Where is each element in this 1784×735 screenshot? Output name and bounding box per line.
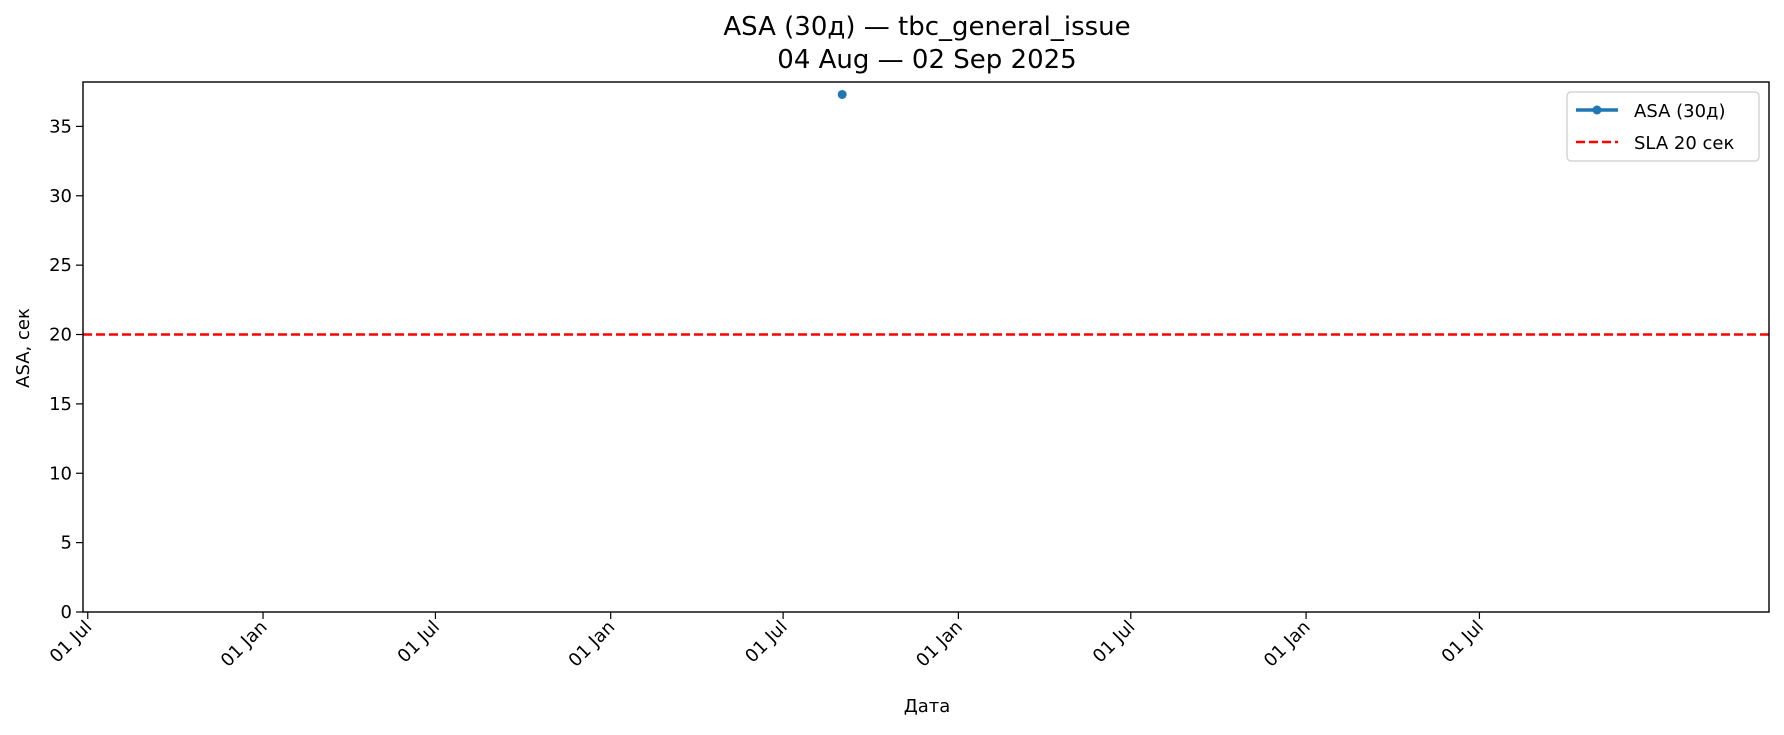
y-tick-label: 25 <box>49 255 72 276</box>
legend-marker-asa <box>1592 105 1602 115</box>
legend-label-sla: SLA 20 сек <box>1634 133 1734 154</box>
y-tick-label: 10 <box>49 463 72 484</box>
y-tick-label: 15 <box>49 394 72 415</box>
legend-label-asa: ASA (30д) <box>1634 101 1726 122</box>
plot-frame <box>82 81 1770 613</box>
y-tick-label: 5 <box>61 533 72 554</box>
y-axis: 0 5 10 15 20 25 30 35 <box>49 116 83 623</box>
y-tick-label: 35 <box>49 116 72 137</box>
y-tick-label: 20 <box>49 325 72 346</box>
y-tick-label: 0 <box>61 602 72 623</box>
plot-area <box>83 89 1769 336</box>
legend: ASA (30д) SLA 20 сек <box>1566 91 1760 162</box>
y-axis-label: ASA, сек <box>13 308 34 388</box>
data-point-asa <box>837 89 847 99</box>
y-tick-label: 30 <box>49 186 72 207</box>
chart-subtitle: 04 Aug — 02 Sep 2025 <box>777 45 1076 75</box>
chart-title: ASA (30д) — tbc_general_issue <box>723 12 1130 42</box>
x-axis-label: Дата <box>904 696 951 717</box>
